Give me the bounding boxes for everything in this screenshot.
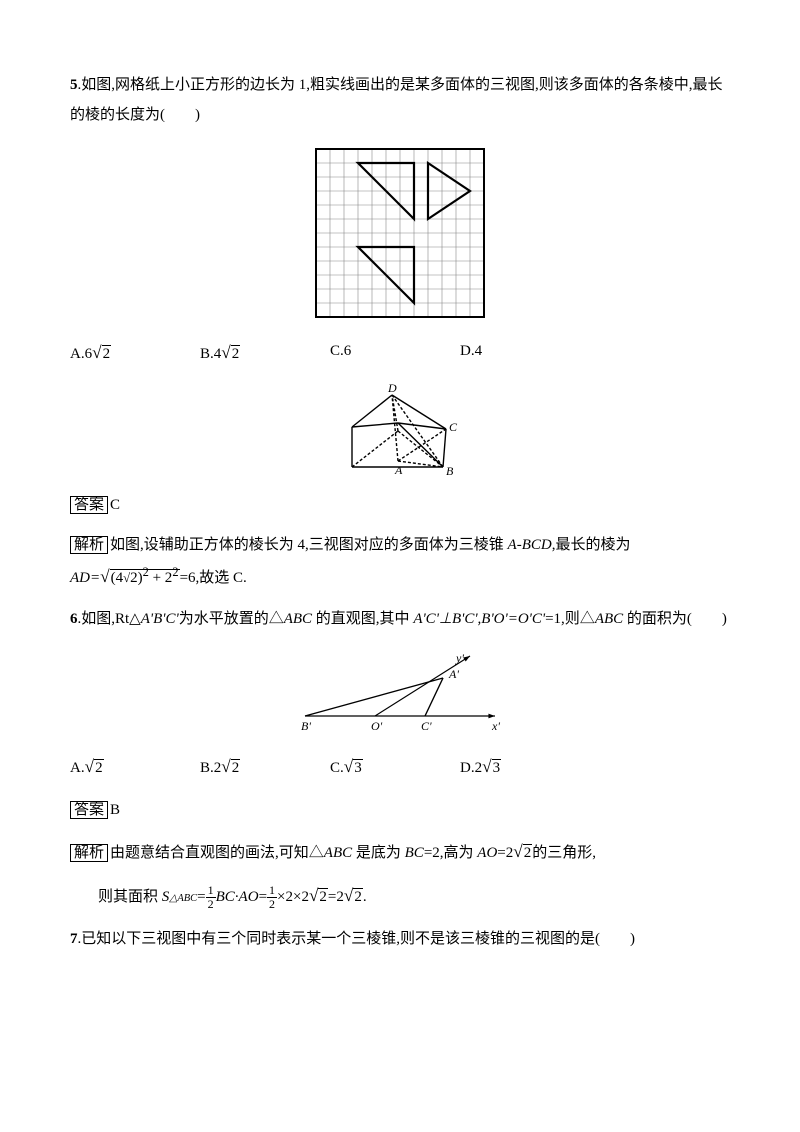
q7-stem: 7.已知以下三视图中有三个同时表示某一个三棱锥,则不是该三棱锥的三视图的是( ) <box>70 924 730 954</box>
q6l2e: BC·AO <box>216 889 259 905</box>
q6-stem: 6.如图,Rt△A'B'C'为水平放置的△ABC 的直观图,其中 A'C'⊥B'… <box>70 604 730 634</box>
svg-text:O': O' <box>371 719 383 733</box>
q6-s7: =1,则△ <box>545 611 595 627</box>
q6d-pre: D.2 <box>460 760 482 776</box>
q5-opt-a[interactable]: A.6√2 <box>70 336 200 371</box>
q6f1d: 2 <box>206 898 216 911</box>
q6-opt-b[interactable]: B.2√2 <box>200 750 330 785</box>
svg-text:x': x' <box>491 719 500 733</box>
q5-stem: 5.如图,网格纸上小正方形的边长为 1,粗实线画出的是某多面体的三视图,则该多面… <box>70 70 730 130</box>
q6e9: 的三角形, <box>532 845 596 861</box>
q6l2j: 2 <box>353 888 363 905</box>
svg-text:B': B' <box>301 719 311 733</box>
q6a-arg: 2 <box>94 759 104 776</box>
q6l2k: . <box>363 889 367 905</box>
q5-opt-c[interactable]: C.6 <box>330 336 460 371</box>
q6b-pre: B.2 <box>200 760 221 776</box>
q5-exp-2: A-BCD <box>508 537 552 553</box>
q6-s9: 的面积为( ) <box>623 611 727 627</box>
q6e7: =2 <box>497 845 513 861</box>
q6-s5: 的直观图,其中 <box>312 611 413 627</box>
q6f1n: 1 <box>206 884 216 898</box>
q6-explain-2: 则其面积 S△ABC=12BC·AO=12×2×2√2=2√2. <box>70 879 730 914</box>
q6l2h: 2 <box>318 888 328 905</box>
q6l2a: 则其面积 <box>98 889 162 905</box>
q6-s1: 如图,Rt△ <box>81 611 140 627</box>
svg-text:A: A <box>394 463 403 477</box>
q5-explain: 解析如图,设辅助正方体的棱长为 4,三视图对应的多面体为三棱锥 A-BCD,最长… <box>70 530 730 595</box>
q6l2i: =2 <box>328 889 344 905</box>
q6-s2: A'B'C' <box>141 611 179 627</box>
q6e1: 由题意结合直观图的画法,可知△ <box>110 845 324 861</box>
q5-stem-text: 如图,网格纸上小正方形的边长为 1,粗实线画出的是某多面体的三视图,则该多面体的… <box>70 77 723 123</box>
q6b-arg: 2 <box>231 759 241 776</box>
q6c-arg: 3 <box>353 759 363 776</box>
q5-opt-d[interactable]: D.4 <box>460 336 590 371</box>
q7-stem-text: 已知以下三视图中有三个同时表示某一个三棱锥,则不是该三棱锥的三视图的是( ) <box>81 931 635 947</box>
answer-tag-2: 答案 <box>70 801 108 819</box>
q6e5: =2,高为 <box>424 845 477 861</box>
svg-text:A': A' <box>448 667 459 681</box>
q6-opt-d[interactable]: D.2√3 <box>460 750 590 785</box>
q6-s3: 为水平放置的△ <box>179 611 284 627</box>
q6l2g: ×2×2 <box>277 889 309 905</box>
q6e2: ABC <box>324 845 352 861</box>
q6c-pre: C. <box>330 760 344 776</box>
q5-answer: 答案C <box>70 490 730 520</box>
q6-opt-a[interactable]: A.√2 <box>70 750 200 785</box>
q6e8: 2 <box>523 844 533 861</box>
q6-s6: A'C'⊥B'C',B'O'=O'C' <box>413 611 545 627</box>
q6f2d: 2 <box>267 898 277 911</box>
q6-opt-c[interactable]: C.√3 <box>330 750 460 785</box>
q6d-arg: 3 <box>492 759 502 776</box>
q5-exp-5: =6,故选 C. <box>180 570 247 586</box>
q5-opt-b-pre: B.4 <box>200 346 221 362</box>
q5-exp-1: 如图,设辅助正方体的棱长为 4,三视图对应的多面体为三棱锥 <box>110 537 508 553</box>
q6l2c: △ABC <box>169 893 197 904</box>
q5-options: A.6√2 B.4√2 C.6 D.4 <box>70 336 730 371</box>
svg-text:D: D <box>387 383 397 395</box>
q6l2f: = <box>259 889 267 905</box>
q6e4: BC <box>405 845 424 861</box>
q5-exp-3: ,最长的棱为 <box>552 537 631 553</box>
answer-tag: 答案 <box>70 496 108 514</box>
q6a-pre: A. <box>70 760 85 776</box>
q5-opt-a-pre: A.6 <box>70 346 92 362</box>
q5-opt-b[interactable]: B.4√2 <box>200 336 330 371</box>
q5-answer-val: C <box>110 497 120 513</box>
q5-cube-figure: A B C D <box>70 383 730 478</box>
svg-text:B: B <box>446 464 454 478</box>
q6f2n: 1 <box>267 884 277 898</box>
q5-opt-a-arg: 2 <box>102 345 112 362</box>
q6-answer: 答案B <box>70 795 730 825</box>
q6-s4: ABC <box>284 611 312 627</box>
q6-options: A.√2 B.2√2 C.√3 D.2√3 <box>70 750 730 785</box>
svg-text:C': C' <box>421 719 432 733</box>
explain-tag: 解析 <box>70 536 108 554</box>
q6-explain-1: 解析由题意结合直观图的画法,可知△ABC 是底为 BC=2,高为 AO=2√2的… <box>70 835 730 870</box>
svg-text:y': y' <box>455 651 464 665</box>
q5-exp-4: AD= <box>70 570 100 586</box>
q5-opt-b-arg: 2 <box>231 345 241 362</box>
q5-grid-figure <box>70 142 730 324</box>
q6e3: 是底为 <box>352 845 405 861</box>
q6l2d: = <box>197 889 205 905</box>
q6e6: AO <box>477 845 497 861</box>
explain-tag-2: 解析 <box>70 844 108 862</box>
q6-answer-val: B <box>110 802 120 818</box>
q6-s8: ABC <box>595 611 623 627</box>
q6-figure: B' O' C' A' x' y' <box>70 646 730 738</box>
svg-text:C: C <box>449 420 458 434</box>
